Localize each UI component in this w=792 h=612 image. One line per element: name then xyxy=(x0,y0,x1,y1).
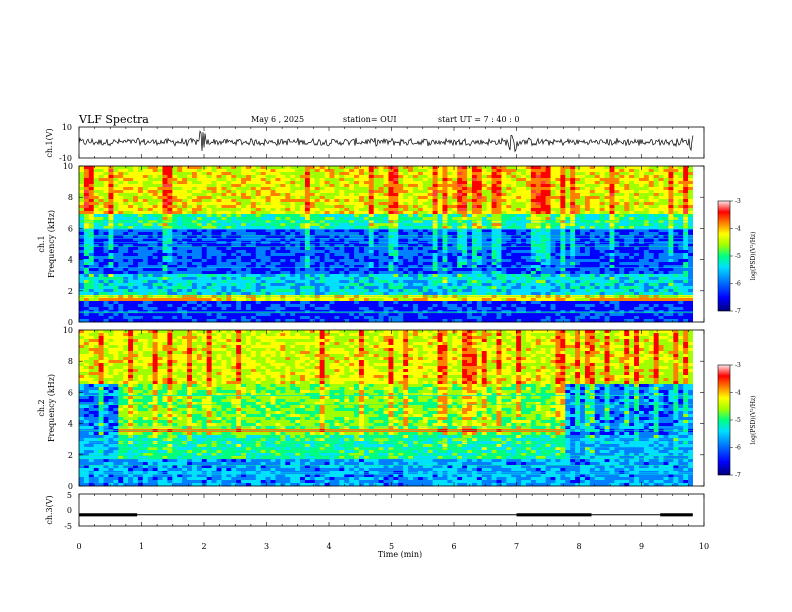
ch1-waveform-line xyxy=(79,131,693,151)
freq-tick-label: 10 xyxy=(63,162,73,171)
x-tick-label: 3 xyxy=(264,542,269,551)
date-label: May 6 , 2025 xyxy=(251,115,304,124)
ch3-ytick-top: 5 xyxy=(67,491,72,500)
ch3-ylabel: ch.3(V) xyxy=(45,495,54,524)
ch1-ytick-top: 10 xyxy=(62,123,72,132)
ch2-colorbar: -3 -4 -5 -6 -7 log(PSD)(V²/Hz) xyxy=(718,362,757,479)
freq-tick-label: 4 xyxy=(68,256,73,265)
colorbar-tick-label: -5 xyxy=(735,417,741,424)
ch1-colorbar-label: log(PSD)(V²/Hz) xyxy=(750,232,757,281)
ch3-ytick-bottom: -5 xyxy=(64,522,72,531)
freq-tick-label: 2 xyxy=(68,451,73,460)
colorbar-tick-label: -3 xyxy=(735,362,741,369)
colorbar-tick-label: -7 xyxy=(735,472,741,479)
colorbar-tick-label: -3 xyxy=(735,198,741,205)
colorbar-tick-label: -6 xyxy=(735,445,741,452)
x-tick-label: 4 xyxy=(326,542,331,551)
ch2-spectrogram-panel: ch.2 Frequency (kHz) 0 2 4 6 8 10 xyxy=(37,326,704,491)
ch1-waveform-panel: 10 -10 ch.1(V) xyxy=(45,123,704,163)
ch2-colorbar-label: log(PSD)(V²/Hz) xyxy=(750,396,757,445)
ch1-colorbar: -3 -4 -5 -6 -7 log(PSD)(V²/Hz) xyxy=(718,198,757,315)
vlf-spectra-figure: VLF Spectra May 6 , 2025 station= OUI st… xyxy=(0,0,792,612)
ch1-spec-ylabel-frequency: Frequency (kHz) xyxy=(47,210,56,278)
freq-tick-label: 6 xyxy=(68,388,73,397)
x-tick-label: 0 xyxy=(76,542,81,551)
freq-tick-label: 2 xyxy=(68,287,73,296)
x-tick-label: 2 xyxy=(201,542,206,551)
figure-title: VLF Spectra xyxy=(78,113,149,126)
ch1-spectrogram-image xyxy=(79,166,704,322)
freq-tick-label: 4 xyxy=(68,420,73,429)
station-label: station= OUI xyxy=(343,115,397,124)
freq-tick-label: 0 xyxy=(68,482,73,491)
freq-tick-label: 10 xyxy=(63,326,73,335)
ch3-ytick-mid: 0 xyxy=(67,506,72,515)
freq-tick-label: 6 xyxy=(68,224,73,233)
x-tick-label: 1 xyxy=(139,542,144,551)
x-tick-label: 10 xyxy=(699,542,709,551)
start-time-label: start UT = 7 : 40 : 0 xyxy=(438,115,519,124)
x-tick-label: 8 xyxy=(576,542,581,551)
ch1-spec-ylabel-channel: ch.1 xyxy=(37,235,46,252)
colorbar-tick-label: -4 xyxy=(735,390,741,397)
ch2-spec-ylabel-channel: ch.2 xyxy=(37,399,46,416)
colorbar-tick-label: -5 xyxy=(735,253,741,260)
x-axis-label: Time (min) xyxy=(378,550,422,559)
x-tick-label: 6 xyxy=(451,542,456,551)
ch2-spec-ylabel-frequency: Frequency (kHz) xyxy=(47,374,56,442)
ch2-spectrogram-image xyxy=(79,330,704,486)
freq-tick-label: 8 xyxy=(68,357,73,366)
colorbar-tick-label: -6 xyxy=(735,281,741,288)
colorbar-tick-label: -7 xyxy=(735,308,741,315)
x-tick-label: 9 xyxy=(639,542,644,551)
colorbar-tick-label: -4 xyxy=(735,226,741,233)
figure-canvas: VLF Spectra May 6 , 2025 station= OUI st… xyxy=(0,0,792,612)
x-tick-label: 7 xyxy=(514,542,519,551)
ch1-ylabel: ch.1(V) xyxy=(45,128,54,157)
ch3-voltage-panel: 5 0 -5 ch.3(V) xyxy=(45,491,704,531)
freq-tick-label: 8 xyxy=(68,193,73,202)
